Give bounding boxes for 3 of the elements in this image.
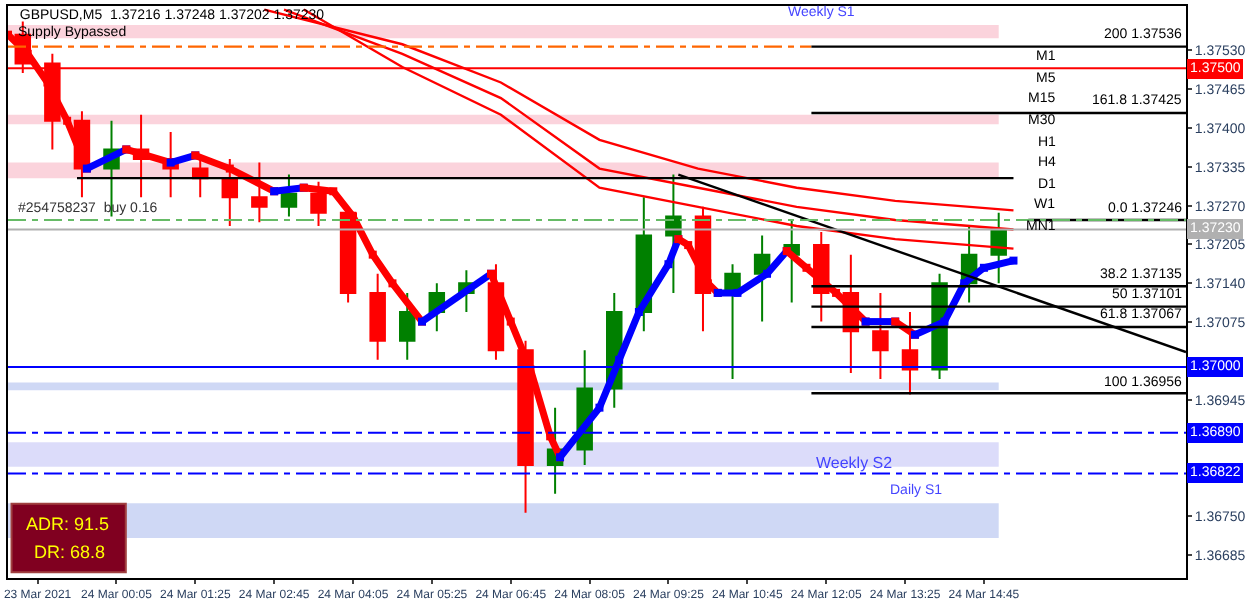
- annotation: DR: 68.8: [34, 542, 106, 562]
- annotation: ADR: 91.5: [26, 514, 110, 534]
- annotation: Weekly S2: [816, 454, 894, 472]
